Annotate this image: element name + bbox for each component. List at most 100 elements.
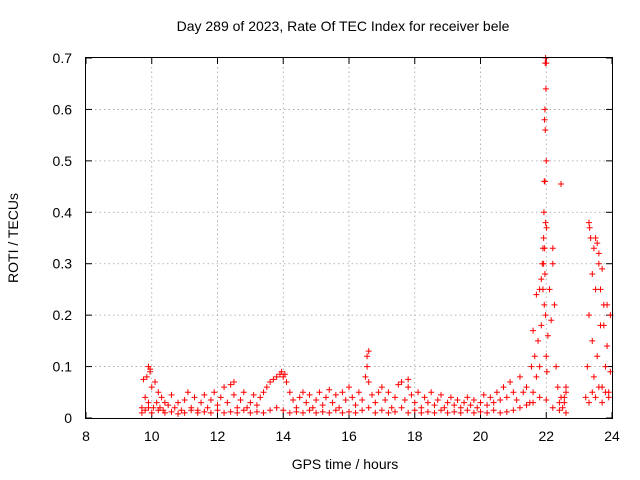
data-point-marker [224, 399, 231, 406]
data-point-marker [510, 407, 517, 414]
data-point-marker [556, 407, 563, 414]
data-point-marker [148, 409, 155, 416]
data-point-marker [326, 386, 333, 393]
data-point-marker [457, 404, 464, 411]
data-point-marker [278, 368, 285, 375]
data-point-marker [493, 389, 500, 396]
data-point-marker [138, 409, 145, 416]
data-point-marker [352, 409, 359, 416]
data-point-marker [398, 404, 405, 411]
x-tick-label: 14 [275, 428, 291, 444]
data-point-marker [142, 394, 149, 401]
data-point-marker [211, 389, 218, 396]
data-point-marker [221, 384, 228, 391]
data-point-marker [490, 399, 497, 406]
data-point-marker [441, 404, 448, 411]
data-point-marker [267, 407, 274, 414]
data-point-marker [418, 409, 425, 416]
data-point-marker [530, 399, 537, 406]
data-point-marker [372, 409, 379, 416]
data-point-marker [535, 337, 542, 344]
data-point-marker [385, 409, 392, 416]
data-point-marker [592, 235, 599, 241]
data-point-marker [454, 397, 461, 403]
y-tick-label: 0.2 [53, 307, 73, 323]
data-point-marker [604, 301, 611, 308]
data-point-marker [531, 353, 538, 360]
data-point-marker [500, 384, 507, 391]
data-point-marker [227, 381, 234, 388]
data-point-marker [424, 408, 431, 415]
data-point-marker [392, 408, 399, 415]
data-point-marker [605, 394, 612, 401]
data-point-marker [562, 389, 569, 396]
data-point-marker [273, 373, 280, 380]
data-point-marker [342, 397, 349, 403]
y-tick-label: 0.3 [53, 256, 73, 272]
data-point-marker [431, 409, 438, 416]
data-point-marker [346, 384, 352, 391]
data-point-marker [392, 394, 399, 401]
data-point-marker [217, 394, 224, 401]
data-point-marker [161, 409, 168, 416]
data-point-marker [543, 157, 550, 164]
data-point-marker [398, 379, 405, 385]
data-point-marker [590, 373, 597, 380]
data-point-marker [286, 389, 293, 396]
data-point-marker [306, 391, 313, 398]
data-point-marker [542, 85, 549, 92]
data-point-marker [549, 260, 556, 267]
tick-labels: 8 10 12 14 16 18 20 22 24 0 0.1 0.2 0.3 0.4 0.5 0.6 0.7 [53, 50, 620, 444]
data-point-marker [326, 409, 333, 416]
data-point-marker [155, 389, 162, 396]
x-tick-label: 20 [473, 428, 489, 444]
data-point-marker [451, 402, 458, 409]
data-point-marker [319, 402, 326, 409]
data-point-marker [447, 394, 454, 401]
data-point-marker [142, 407, 149, 414]
data-point-marker [313, 397, 320, 403]
data-point-marker [346, 408, 352, 415]
data-point-marker [260, 409, 267, 416]
data-point-marker [530, 389, 537, 396]
grid-lines [86, 58, 612, 418]
data-point-marker [520, 389, 527, 396]
data-point-marker [290, 397, 297, 403]
data-point-marker [378, 407, 385, 414]
data-point-marker [484, 402, 491, 409]
data-point-marker [364, 363, 371, 370]
data-point-marker [299, 389, 306, 396]
data-point-marker [582, 394, 589, 401]
data-point-marker [553, 363, 560, 370]
data-point-marker [207, 409, 214, 416]
data-point-marker [477, 399, 484, 406]
data-point-marker [554, 384, 561, 391]
data-point-marker [152, 379, 159, 385]
data-point-marker [145, 404, 152, 411]
data-point-marker [281, 371, 288, 378]
data-point-marker [561, 399, 568, 406]
data-point-marker [540, 235, 547, 241]
data-point-marker [299, 409, 306, 416]
data-point-marker [303, 399, 310, 406]
data-point-marker [319, 408, 326, 415]
y-tick-label: 0 [64, 410, 72, 426]
data-point-marker [181, 409, 188, 416]
data-point-marker [339, 409, 346, 416]
data-point-marker [599, 399, 606, 406]
x-tick-label: 18 [407, 428, 423, 444]
data-point-marker [418, 404, 425, 411]
data-point-marker [600, 322, 607, 329]
data-point-marker [175, 410, 182, 417]
data-point-marker [536, 286, 543, 293]
x-tick-label: 8 [82, 428, 90, 444]
data-point-marker [339, 389, 346, 396]
chart-title: Day 289 of 2023, Rate Of TEC Index for r… [177, 18, 510, 34]
data-point-marker [365, 348, 372, 355]
data-point-marker [503, 394, 510, 401]
data-point-marker [306, 407, 313, 414]
data-point-marker [507, 379, 514, 385]
data-point-marker [280, 407, 287, 414]
data-points [138, 55, 614, 417]
data-point-marker [349, 394, 356, 401]
